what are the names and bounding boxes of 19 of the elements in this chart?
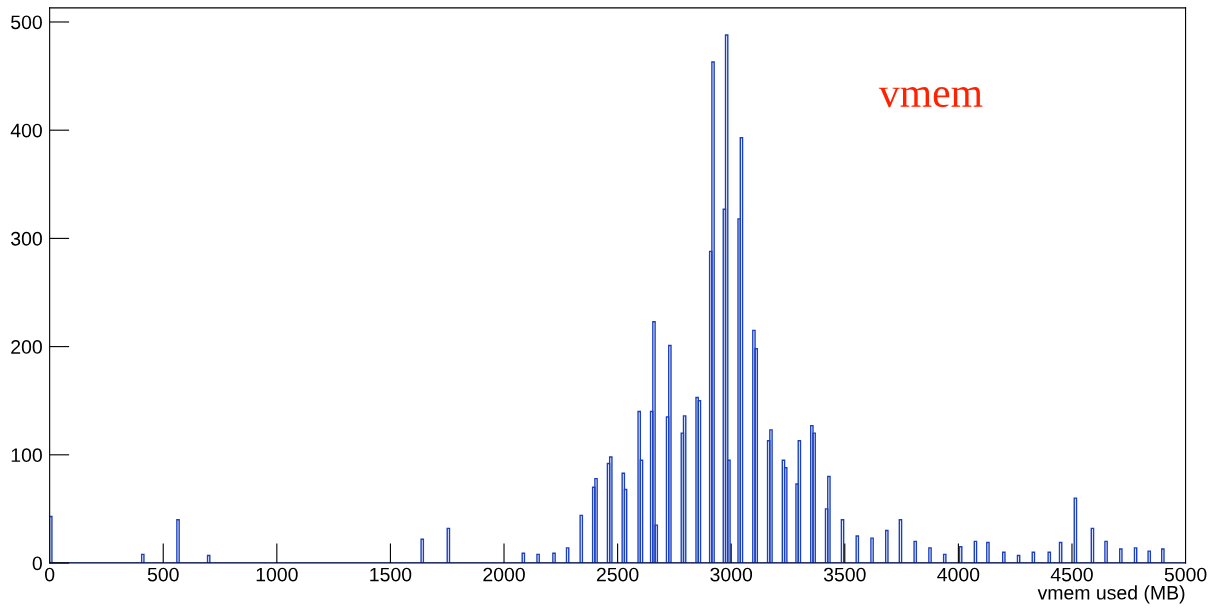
y-tick-label: 100 — [11, 448, 42, 463]
y-tick-label: 400 — [10, 123, 42, 138]
x-tick-label: 4000 — [937, 567, 980, 582]
x-tick-label: 4500 — [1050, 567, 1093, 582]
x-tick-label: 3500 — [823, 567, 866, 582]
x-tick-label: 0 — [45, 567, 55, 582]
x-tick-label: 3000 — [710, 567, 753, 582]
y-tick-label: 500 — [11, 15, 42, 30]
x-tick-label: 5000 — [1164, 567, 1207, 582]
x-tick-label: 2500 — [596, 567, 639, 582]
annotation: vmem — [878, 87, 983, 108]
x-axis-title: vmem used (MB) — [1037, 585, 1185, 604]
y-tick-label: 300 — [11, 231, 42, 246]
x-tick-label: 500 — [147, 567, 179, 582]
x-tick-label: 2000 — [483, 567, 525, 582]
y-tick-label: 0 — [32, 556, 42, 571]
x-tick-label: 1500 — [370, 567, 412, 582]
y-tick-label: 200 — [11, 340, 42, 354]
x-tick-label: 1000 — [256, 567, 298, 582]
